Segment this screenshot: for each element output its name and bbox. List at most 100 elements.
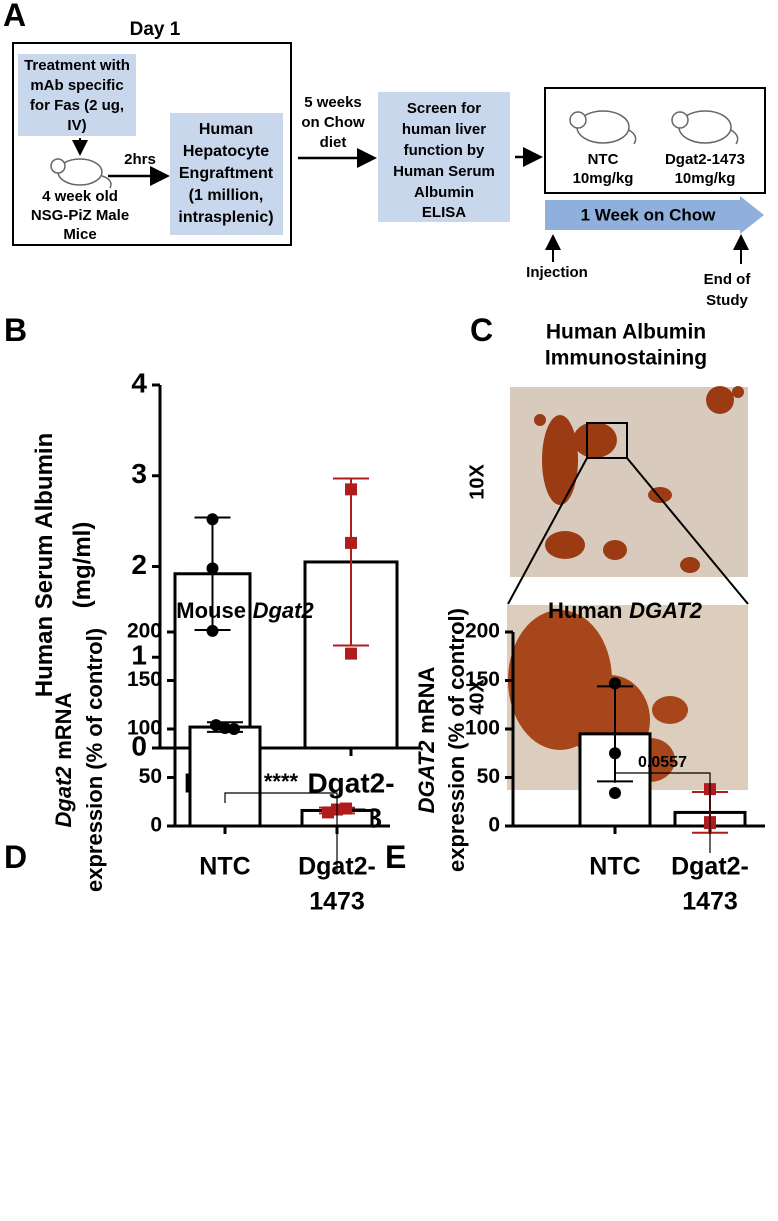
- timeline-text: 1 Week on Chow: [581, 205, 717, 224]
- data-point: [206, 562, 219, 575]
- x-tick-label: NTC: [589, 853, 640, 881]
- engraftment-text: Hepatocyte: [183, 143, 269, 160]
- end-text: Study: [706, 292, 748, 309]
- significance-bracket: [614, 772, 711, 853]
- treatment-box: [18, 54, 136, 136]
- y-axis-label-part: mRNA: [414, 667, 439, 734]
- group-text: 10mg/kg: [573, 170, 634, 187]
- y-tick-label: 200: [127, 620, 162, 643]
- immunostaining-panel: Human Albumin Immunostaining 10X 40X: [466, 321, 749, 790]
- chart-title-part: DGAT2: [629, 598, 703, 623]
- y-axis-label-part: (mg/ml): [69, 522, 96, 609]
- screen-box: [378, 92, 510, 222]
- data-point: [345, 536, 357, 549]
- step-label: diet: [320, 134, 347, 151]
- mouse-icon: [569, 110, 739, 145]
- screen-text: Human Serum: [393, 163, 495, 180]
- chart-title-part: Dgat2: [253, 598, 315, 623]
- screen-text: Screen for: [407, 100, 481, 117]
- panel-title: Human Albumin: [546, 321, 706, 344]
- significance-label: 0.0557: [638, 754, 687, 771]
- y-tick-label: 50: [139, 765, 162, 788]
- data-point: [345, 647, 357, 660]
- engraftment-box: [170, 113, 283, 235]
- data-point: [340, 802, 352, 815]
- group-box: [544, 87, 766, 194]
- y-axis-label-part: expression (% of control): [82, 628, 107, 892]
- data-point: [206, 624, 219, 637]
- data-point: [609, 677, 621, 690]
- y-tick-label: 4: [131, 367, 147, 398]
- workflow-diagram: Day 1 Treatment with mAb specific for Fa…: [12, 19, 766, 309]
- zoom-line: [507, 457, 588, 605]
- y-tick-label: 1: [131, 640, 147, 671]
- x-tick-label: 1473: [309, 888, 365, 916]
- y-axis-label: Dgat2 mRNA: [51, 692, 76, 827]
- x-tick-label: Dgat2-: [671, 853, 749, 881]
- y-tick-label: 0: [131, 730, 147, 761]
- panel-title: Immunostaining: [545, 347, 707, 370]
- group-text: NTC: [588, 151, 619, 168]
- y-tick-label: 150: [465, 668, 500, 691]
- mice-text: Mice: [63, 226, 96, 243]
- engraftment-text: Human: [199, 121, 253, 138]
- screen-text: ELISA: [422, 204, 466, 221]
- screen-text: Albumin: [414, 184, 474, 201]
- engraftment-text: Engraftment: [179, 165, 274, 182]
- mice-text: 4 week old: [42, 188, 118, 205]
- treatment-text: mAb specific: [30, 77, 123, 94]
- y-tick-label: 0: [150, 814, 162, 837]
- y-axis-label: Human Serum Albumin: [31, 433, 58, 697]
- y-axis-label: (mg/ml): [69, 522, 96, 609]
- y-axis-label-part: Human Serum Albumin: [31, 433, 58, 697]
- group-text: 10mg/kg: [675, 170, 736, 187]
- group-text: Dgat2-1473: [665, 151, 745, 168]
- y-axis-label: expression (% of control): [444, 608, 469, 872]
- data-point: [345, 483, 357, 496]
- panel-label: D: [4, 839, 27, 875]
- x-tick-label: 1473: [682, 888, 738, 916]
- y-tick-label: 200: [465, 620, 500, 643]
- chart-title-part: Mouse: [176, 598, 246, 623]
- y-axis-label-part: DGAT2: [414, 740, 439, 814]
- y-tick-label: 3: [131, 458, 147, 489]
- magnification-label: 40X: [466, 679, 488, 715]
- engraftment-text: intrasplenic): [178, 209, 273, 226]
- y-tick-label: 100: [465, 717, 500, 740]
- chart-title: Mouse Dgat2: [176, 598, 314, 623]
- zoom-line: [626, 457, 749, 605]
- data-point: [206, 513, 219, 526]
- magnification-label: 10X: [466, 464, 488, 500]
- step-label: 5 weeks: [304, 94, 362, 111]
- injection-text: Injection: [526, 264, 588, 281]
- panel-label: A: [3, 0, 26, 33]
- treatment-text: for Fas (2 ug,: [30, 97, 124, 114]
- treatment-text: Treatment with: [24, 57, 130, 74]
- data-point: [210, 719, 222, 732]
- panel-label: B: [4, 312, 27, 348]
- chart-title: Human DGAT2: [548, 598, 703, 623]
- day1-box: [12, 42, 292, 246]
- significance-bracket: [224, 792, 338, 873]
- y-axis-label-part: Dgat2: [51, 766, 76, 828]
- y-axis-label-part: expression (% of control): [444, 608, 469, 872]
- mouse-icon: [50, 158, 112, 189]
- y-tick-label: 150: [127, 668, 162, 691]
- screen-text: human liver: [402, 121, 486, 138]
- zoom-box: [586, 422, 628, 459]
- step-label: on Chow: [301, 114, 365, 131]
- y-tick-label: 100: [127, 717, 162, 740]
- treatment-text: IV): [67, 117, 86, 134]
- y-axis-label: expression (% of control): [82, 628, 107, 892]
- engraftment-text: (1 million,: [189, 187, 264, 204]
- step-label: 2hrs: [124, 151, 156, 168]
- panel-label: C: [470, 312, 493, 348]
- data-point: [228, 723, 240, 735]
- y-tick-label: 0: [488, 814, 500, 837]
- staining: [534, 386, 744, 573]
- x-tick-label: NTC: [199, 853, 250, 881]
- mice-text: NSG-PiZ Male: [31, 207, 129, 224]
- bar: [188, 725, 262, 828]
